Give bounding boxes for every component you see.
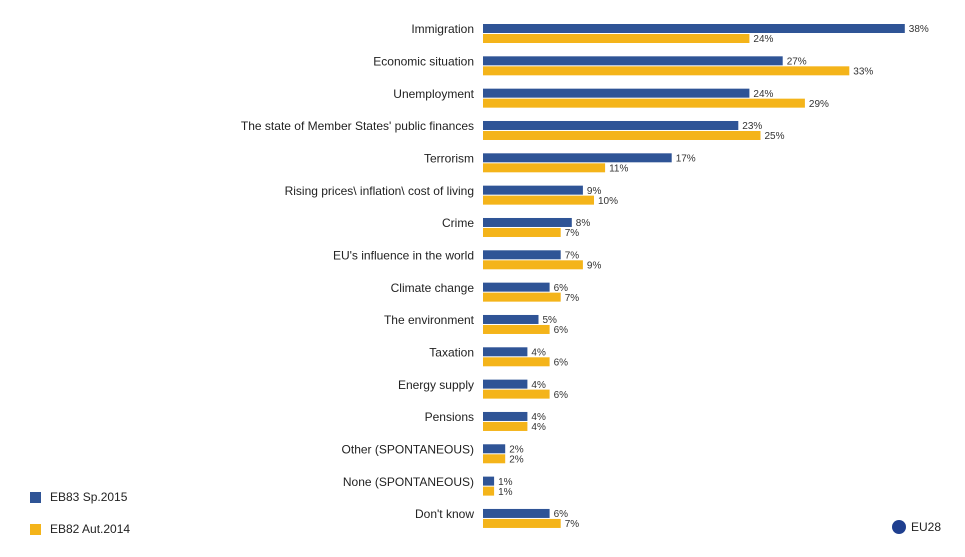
category-label: EU's influence in the world	[333, 248, 474, 262]
category-label: Energy supply	[398, 378, 474, 392]
value-label: 24%	[753, 89, 773, 100]
bar	[483, 153, 672, 163]
bar	[483, 98, 805, 108]
value-label: 23%	[742, 121, 762, 132]
value-label: 6%	[554, 325, 569, 336]
value-label: 7%	[565, 519, 580, 530]
value-label: 4%	[531, 347, 546, 358]
value-label: 1%	[498, 477, 513, 488]
badge: EU28	[911, 520, 941, 534]
legend-swatch	[30, 492, 41, 503]
bar	[483, 227, 561, 237]
value-label: 9%	[587, 186, 602, 197]
value-label: 6%	[554, 283, 569, 294]
bar	[483, 163, 606, 173]
value-label: 9%	[587, 260, 602, 271]
category-label: Climate change	[391, 281, 475, 295]
category-label: Rising prices\ inflation\ cost of living	[285, 184, 474, 198]
value-label: 11%	[609, 163, 628, 174]
bar	[483, 24, 905, 33]
bar	[483, 486, 495, 496]
value-label: 2%	[509, 444, 524, 455]
value-label: 17%	[676, 153, 696, 164]
value-label: 8%	[576, 218, 591, 229]
bar	[483, 260, 583, 270]
bar	[483, 357, 550, 367]
category-label: The state of Member States' public finan…	[241, 119, 474, 133]
value-label: 4%	[531, 412, 546, 423]
legend-label: EB83 Sp.2015	[50, 490, 128, 504]
bar	[483, 130, 761, 140]
bar	[483, 88, 750, 98]
bar	[483, 444, 506, 454]
bar	[483, 34, 750, 43]
value-label: 7%	[565, 228, 580, 239]
value-label: 4%	[531, 422, 546, 433]
value-label: 4%	[531, 380, 546, 391]
value-label: 25%	[765, 131, 785, 142]
category-label: Pensions	[425, 410, 474, 424]
bar	[483, 508, 550, 518]
category-label: The environment	[384, 313, 475, 327]
bar	[483, 518, 561, 528]
category-label: Unemployment	[393, 87, 474, 101]
value-label: 24%	[753, 34, 773, 45]
bar	[483, 56, 783, 66]
category-label: Taxation	[429, 345, 474, 359]
bar	[483, 282, 550, 292]
value-label: 7%	[565, 250, 580, 261]
bar	[483, 314, 539, 324]
bar	[483, 120, 739, 130]
bar	[483, 250, 561, 260]
bar	[483, 454, 506, 464]
category-label: Crime	[442, 216, 474, 230]
category-label: None (SPONTANEOUS)	[343, 475, 474, 489]
value-label: 1%	[498, 487, 513, 498]
bar	[483, 476, 495, 486]
bar	[483, 347, 528, 357]
value-label: 2%	[509, 454, 524, 465]
bar	[483, 217, 572, 227]
value-label: 33%	[853, 66, 873, 77]
bar	[483, 379, 528, 389]
bar	[483, 324, 550, 334]
category-label: Other (SPONTANEOUS)	[342, 442, 474, 456]
legend-label: EB82 Aut.2014	[50, 522, 130, 536]
value-label: 10%	[598, 196, 618, 207]
category-label: Don't know	[415, 507, 474, 521]
bar	[483, 421, 528, 431]
bar	[483, 195, 594, 205]
value-label: 38%	[909, 24, 929, 35]
bar	[483, 411, 528, 421]
bar	[483, 389, 550, 399]
value-label: 7%	[565, 293, 580, 304]
value-label: 6%	[554, 390, 569, 401]
value-label: 27%	[787, 56, 807, 67]
value-label: 6%	[554, 357, 569, 368]
legend-swatch	[30, 524, 41, 535]
bar	[483, 185, 583, 195]
category-label: Immigration	[411, 22, 474, 36]
globe-icon	[892, 520, 906, 534]
category-label: Terrorism	[424, 151, 474, 165]
value-label: 5%	[543, 315, 558, 326]
bar	[483, 66, 850, 76]
value-label: 29%	[809, 99, 829, 110]
bar	[483, 292, 561, 302]
category-label: Economic situation	[373, 55, 474, 69]
value-label: 6%	[554, 509, 569, 520]
